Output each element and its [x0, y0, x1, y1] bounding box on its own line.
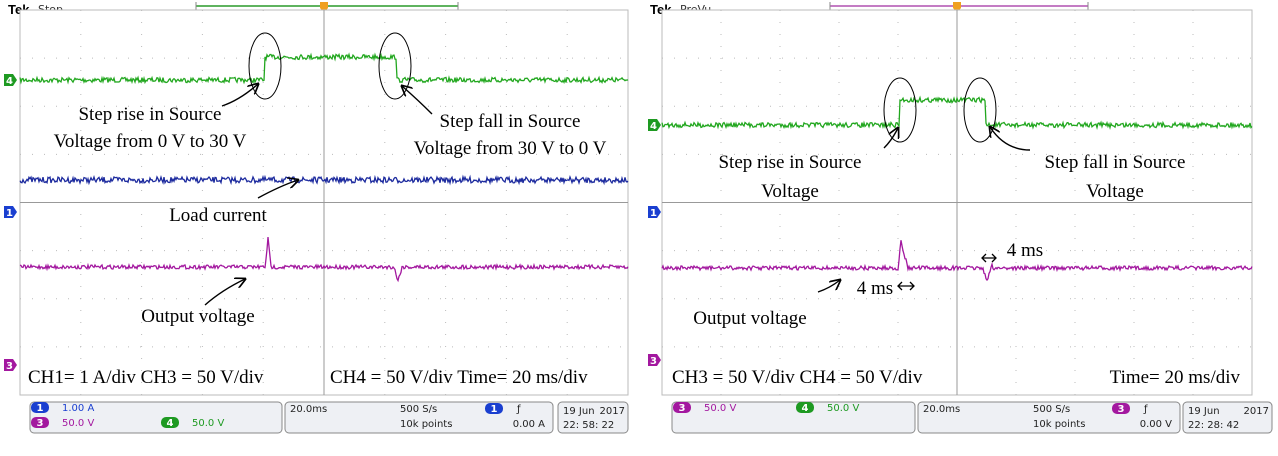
annotation: Voltage	[761, 181, 819, 202]
scale-label: CH1= 1 A/div CH3 = 50 V/div	[28, 367, 264, 388]
trigger-level: 0.00 V	[1140, 419, 1172, 430]
date: 19 Jun	[1188, 406, 1220, 417]
channel-id: 4	[802, 403, 809, 414]
annotation: Load current	[169, 205, 267, 226]
channel-scale: 50.0 V	[827, 403, 859, 414]
channel-marker: 4	[6, 76, 13, 87]
scale-label: CH4 = 50 V/div Time= 20 ms/div	[330, 367, 588, 388]
annotation: 4 ms	[1007, 240, 1043, 261]
channel-scale: 1.00 A	[62, 403, 94, 414]
trigger-level: 0.00 A	[513, 419, 545, 430]
channel-scale: 50.0 V	[62, 418, 94, 429]
time: 22: 28: 42	[1188, 420, 1239, 431]
channel-marker: 3	[6, 361, 13, 372]
channel-scale: 50.0 V	[192, 418, 224, 429]
record-length: 10k points	[400, 419, 452, 430]
channel-id: 1	[37, 403, 44, 414]
annotation: Voltage	[1086, 181, 1144, 202]
annotation: Output voltage	[141, 306, 254, 327]
channel-marker: 1	[6, 208, 13, 219]
timebase: 20.0ms	[290, 404, 327, 415]
trigger-source: 1	[491, 404, 498, 415]
annotation: Voltage from 0 V to 30 V	[54, 131, 247, 152]
annotation: Step rise in Source	[718, 152, 861, 173]
channel-id: 3	[37, 418, 44, 429]
year: 2017	[600, 406, 625, 417]
annotation: 4 ms	[857, 278, 893, 299]
channel-id: 3	[679, 403, 686, 414]
time: 22: 58: 22	[563, 420, 614, 431]
timebase: 20.0ms	[923, 404, 960, 415]
annotation: Step rise in Source	[78, 104, 221, 125]
figure: TekStop413Step rise in SourceVoltage fro…	[0, 0, 1278, 456]
sample-rate: 500 S/s	[1033, 404, 1070, 415]
date: 19 Jun	[563, 406, 595, 417]
trigger-source: 3	[1118, 404, 1125, 415]
scale-label: CH3 = 50 V/div CH4 = 50 V/div	[672, 367, 923, 388]
scale-label: Time= 20 ms/div	[1110, 367, 1241, 388]
channel-marker: 4	[650, 121, 657, 132]
sample-rate: 500 S/s	[400, 404, 437, 415]
channel-id: 4	[167, 418, 174, 429]
annotation: Step fall in Source	[1045, 152, 1186, 173]
channel-marker: 3	[650, 356, 657, 367]
trigger-slope: ƒ	[1143, 404, 1148, 415]
channel-scale: 50.0 V	[704, 403, 736, 414]
year: 2017	[1244, 406, 1269, 417]
annotation: Output voltage	[693, 308, 806, 329]
channel-marker: 1	[650, 208, 657, 219]
annotation: Step fall in Source	[440, 111, 581, 132]
record-length: 10k points	[1033, 419, 1085, 430]
trigger-slope: ƒ	[516, 404, 521, 415]
annotation: Voltage from 30 V to 0 V	[414, 138, 607, 159]
